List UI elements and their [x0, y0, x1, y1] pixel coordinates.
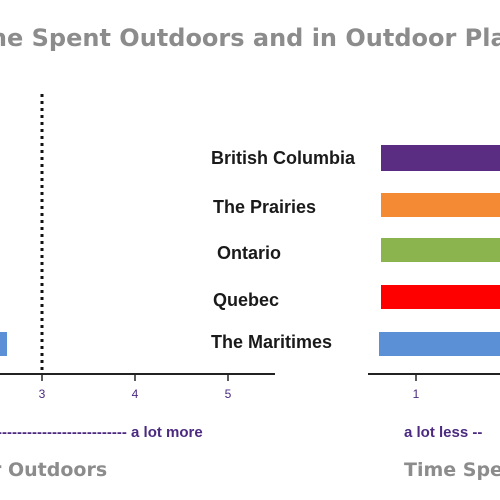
left-chart: 3 4 5 --------------------------- a lot …	[0, 94, 275, 481]
left-bar-the-maritimes	[0, 332, 7, 356]
bar-the-prairies	[381, 193, 500, 217]
category-label-ontario: Ontario	[217, 243, 281, 263]
left-axis-title: r Outdoors	[0, 459, 107, 481]
chart-title: me Spent Outdoors and in Outdoor Play	[0, 24, 500, 52]
bar-the-maritimes	[379, 332, 500, 356]
category-label-the-prairies: The Prairies	[213, 197, 316, 217]
left-scale-annotation: --------------------------- a lot more	[0, 424, 203, 441]
bar-ontario	[381, 238, 500, 262]
right-axis-title: Time Spe	[404, 459, 500, 481]
category-label-quebec: Quebec	[213, 290, 279, 310]
right-chart: British Columbia The Prairies Ontario Qu…	[211, 145, 500, 481]
left-tick-label: 5	[225, 387, 232, 401]
right-tick-label: 1	[413, 387, 420, 401]
right-scale-annotation: a lot less --	[404, 424, 482, 441]
bar-british-columbia	[381, 145, 500, 171]
bar-quebec	[381, 285, 500, 309]
category-label-the-maritimes: The Maritimes	[211, 332, 332, 352]
left-tick-label: 3	[39, 387, 46, 401]
category-label-british-columbia: British Columbia	[211, 148, 356, 168]
left-tick-label: 4	[132, 387, 139, 401]
